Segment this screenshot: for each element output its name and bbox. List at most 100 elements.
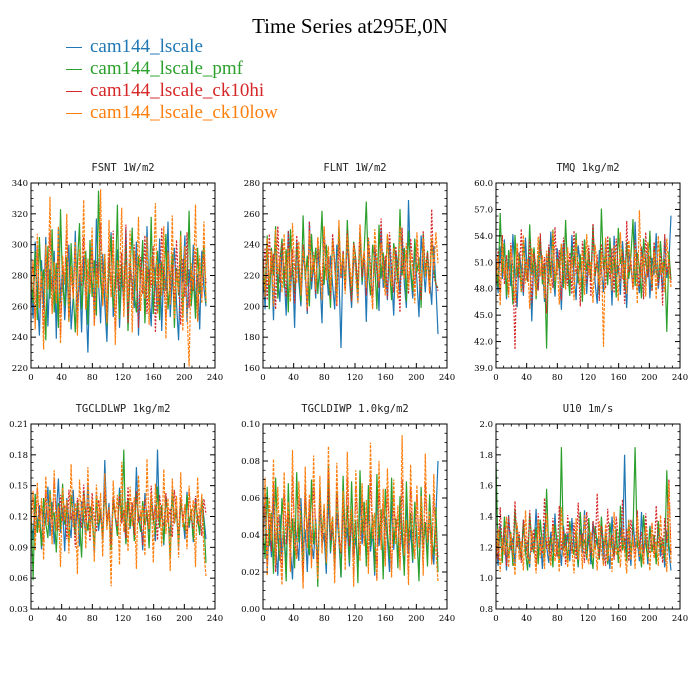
x-tick-label: 0: [260, 614, 265, 624]
x-tick-label: 240: [207, 614, 223, 624]
y-tick-label: 260: [12, 302, 28, 312]
x-tick-label: 40: [56, 373, 67, 383]
y-tick-label: 1.4: [479, 513, 493, 523]
x-tick-label: 0: [28, 614, 33, 624]
legend-label: cam144_lscale_ck10low: [90, 102, 278, 123]
x-tick-label: 200: [641, 614, 657, 624]
legend: cam144_lscale cam144_lscale_pmf cam144_l…: [66, 36, 278, 124]
x-tick-label: 120: [115, 373, 131, 383]
y-tick-label: 57.0: [474, 205, 493, 215]
panel-title: TGCLDLWP 1kg/m2: [76, 403, 171, 415]
x-tick-label: 240: [439, 373, 455, 383]
y-tick-label: 0.18: [9, 451, 28, 461]
legend-label: cam144_lscale_pmf: [90, 58, 244, 79]
panel-title: TGCLDIWP 1.0kg/m2: [301, 403, 408, 415]
x-tick-label: 40: [288, 614, 299, 624]
x-tick-label: 120: [115, 614, 131, 624]
y-tick-label: 0.02: [241, 568, 260, 578]
x-tick-label: 80: [319, 614, 330, 624]
plot-frame: [495, 423, 681, 610]
legend-swatch: [66, 112, 82, 114]
x-tick-label: 0: [493, 614, 498, 624]
x-tick-label: 200: [176, 614, 192, 624]
x-tick-label: 120: [580, 373, 596, 383]
y-tick-label: 180: [244, 333, 260, 343]
y-tick-label: 280: [244, 179, 260, 189]
panel-3: TGCLDLWP 1kg/m2 0 40 80 120 160 200 240 0.03 0.06…: [9, 403, 223, 624]
series-line-cam144-lscale-ck10low: [496, 210, 672, 347]
y-tick-label: 0.12: [9, 513, 28, 523]
x-tick-label: 0: [493, 373, 498, 383]
panel-0: FSNT 1W/m2 0 40 80 120 160 200 240 220 240 260 280 3…: [12, 162, 223, 383]
panel-2: TMQ 1kg/m2 0 40 80 120 160 200 240 39.0 42.0 45.0 4…: [474, 162, 688, 383]
x-tick-label: 160: [611, 614, 627, 624]
panel-4: TGCLDIWP 1.0kg/m2 0 40 80 120 160 200 240 0.00 0.…: [241, 403, 455, 624]
x-tick-label: 40: [288, 373, 299, 383]
y-tick-label: 0.8: [479, 605, 493, 615]
y-tick-label: 240: [12, 333, 28, 343]
legend-label: cam144_lscale_ck10hi: [90, 80, 265, 101]
series-line-cam144-lscale-ck10low: [263, 219, 439, 310]
x-tick-label: 160: [611, 373, 627, 383]
legend-label: cam144_lscale: [90, 36, 203, 57]
series-line-cam144-lscale-ck10low: [263, 435, 439, 589]
y-tick-label: 340: [12, 179, 28, 189]
series-line-cam144-lscale-ck10hi: [496, 220, 672, 350]
x-tick-label: 80: [552, 614, 563, 624]
legend-swatch: [66, 46, 82, 48]
series-line-cam144-lscale-ck10low: [31, 458, 207, 587]
x-tick-label: 200: [408, 373, 424, 383]
x-tick-label: 80: [552, 373, 563, 383]
y-tick-label: 300: [12, 241, 28, 251]
x-tick-label: 80: [319, 373, 330, 383]
x-tick-label: 200: [176, 373, 192, 383]
x-tick-label: 200: [408, 614, 424, 624]
x-tick-label: 0: [28, 373, 33, 383]
x-tick-label: 40: [521, 373, 532, 383]
y-tick-label: 0.00: [241, 605, 260, 615]
x-tick-label: 200: [641, 373, 657, 383]
x-tick-label: 120: [347, 614, 363, 624]
panel-5: U10 1m/s 0 40 80 120 160 200 240 0.8 1.0 1.2 1.4 1.6…: [479, 403, 688, 624]
legend-item-cam144-lscale-ck10hi: cam144_lscale_ck10hi: [66, 80, 278, 102]
y-tick-label: 54.0: [474, 232, 493, 242]
y-tick-label: 42.0: [474, 338, 493, 348]
figure-title: Time Series at295E,0N: [252, 14, 448, 38]
x-tick-label: 40: [56, 614, 67, 624]
y-tick-label: 0.06: [9, 574, 28, 584]
y-tick-label: 260: [244, 210, 260, 220]
legend-item-cam144-lscale-pmf: cam144_lscale_pmf: [66, 58, 278, 80]
series-line-cam144-lscale-ck10hi: [31, 223, 207, 338]
y-tick-label: 280: [12, 272, 28, 282]
panel-title: TMQ 1kg/m2: [556, 162, 619, 174]
x-tick-label: 120: [347, 373, 363, 383]
y-tick-label: 220: [12, 364, 28, 374]
panel-title: FSNT 1W/m2: [91, 162, 154, 174]
y-tick-label: 39.0: [474, 364, 493, 374]
y-tick-label: 220: [244, 272, 260, 282]
y-tick-label: 0.08: [241, 457, 260, 467]
x-tick-label: 0: [260, 373, 265, 383]
y-tick-label: 0.09: [9, 543, 28, 553]
y-tick-label: 60.0: [474, 179, 493, 189]
y-tick-label: 45.0: [474, 311, 493, 321]
series-line-cam144-lscale-pmf: [263, 201, 439, 313]
x-tick-label: 120: [580, 614, 596, 624]
y-tick-label: 240: [244, 241, 260, 251]
panel-title: U10 1m/s: [563, 403, 614, 415]
legend-item-cam144-lscale-ck10low: cam144_lscale_ck10low: [66, 102, 278, 124]
x-tick-label: 240: [207, 373, 223, 383]
x-tick-label: 40: [521, 614, 532, 624]
panel-title: FLNT 1W/m2: [323, 162, 386, 174]
y-tick-label: 1.6: [479, 482, 493, 492]
y-tick-label: 200: [244, 302, 260, 312]
y-tick-label: 48.0: [474, 285, 493, 295]
y-tick-label: 0.21: [9, 420, 28, 430]
y-tick-label: 51.0: [474, 258, 493, 268]
panel-1: FLNT 1W/m2 0 40 80 120 160 200 240 160 180 200 220 2…: [244, 162, 455, 383]
y-tick-label: 320: [12, 210, 28, 220]
x-tick-label: 240: [672, 614, 688, 624]
x-tick-label: 240: [672, 373, 688, 383]
x-tick-label: 80: [87, 614, 98, 624]
